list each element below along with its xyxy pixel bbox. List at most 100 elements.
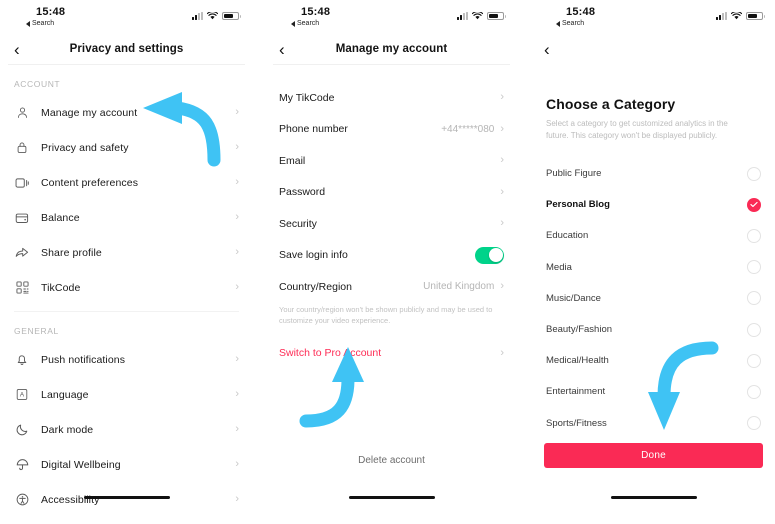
- signal-bars-icon: [716, 12, 727, 20]
- category-option-beauty-fashion[interactable]: Beauty/Fashion: [530, 314, 775, 345]
- bell-icon: [14, 352, 30, 368]
- save-login-info-toggle[interactable]: [475, 246, 504, 264]
- screen-privacy-and-settings: 15:48 Search ‹ Privacy and settings ACCO…: [0, 0, 253, 524]
- sidebar-item-share-profile[interactable]: Share profile ›: [0, 235, 253, 270]
- sidebar-item-dark-mode[interactable]: Dark mode ›: [0, 412, 253, 447]
- moon-icon: [14, 422, 30, 438]
- radio-button[interactable]: [747, 291, 761, 306]
- sidebar-item-label: Push notifications: [41, 353, 126, 366]
- category-label: Entertainment: [546, 386, 606, 398]
- row-value: +44*****080: [441, 123, 495, 135]
- category-option-education[interactable]: Education: [530, 220, 775, 251]
- svg-text:A: A: [20, 392, 25, 399]
- nav-bar: ‹ Manage my account: [265, 34, 518, 64]
- row-label: Password: [279, 186, 326, 199]
- chevron-right-icon: ›: [235, 211, 239, 223]
- sidebar-item-data-saver[interactable]: Data Saver ›: [0, 517, 253, 524]
- radio-button[interactable]: [747, 228, 761, 243]
- radio-button-checked[interactable]: [747, 197, 761, 212]
- sidebar-item-digital-wellbeing[interactable]: Digital Wellbeing ›: [0, 447, 253, 482]
- category-option-music-dance[interactable]: Music/Dance: [530, 283, 775, 314]
- back-button[interactable]: ‹: [544, 39, 550, 59]
- category-option-sports-fitness[interactable]: Sports/Fitness: [530, 408, 775, 439]
- sidebar-item-label: Privacy and safety: [41, 141, 129, 154]
- sidebar-item-manage-my-account[interactable]: Manage my account ›: [0, 95, 253, 130]
- sidebar-item-language[interactable]: A Language ›: [0, 377, 253, 412]
- row-value: United Kingdom: [423, 281, 495, 293]
- status-bar-back-to-search[interactable]: Search: [291, 19, 504, 29]
- back-button[interactable]: ‹: [14, 39, 20, 59]
- status-bar-time: 15:48: [566, 6, 596, 18]
- row-password[interactable]: Password ›: [265, 177, 518, 209]
- signal-bars-icon: [192, 12, 203, 20]
- battery-icon: [487, 12, 506, 20]
- row-my-tikcode[interactable]: My TikCode ›: [265, 82, 518, 114]
- chevron-right-icon: ›: [500, 122, 504, 135]
- status-bar: 15:48 Search: [265, 0, 518, 34]
- radio-button[interactable]: [747, 384, 761, 399]
- status-bar-back-label: Search: [32, 20, 55, 27]
- sidebar-item-label: Language: [41, 388, 89, 401]
- category-option-entertainment[interactable]: Entertainment: [530, 376, 775, 407]
- home-indicator: [348, 495, 435, 499]
- chevron-right-icon: ›: [500, 91, 504, 104]
- radio-button[interactable]: [747, 353, 761, 368]
- home-indicator: [610, 495, 697, 499]
- radio-button[interactable]: [747, 166, 761, 181]
- category-label: Beauty/Fashion: [546, 324, 613, 336]
- category-option-public-figure[interactable]: Public Figure: [530, 158, 775, 189]
- battery-icon: [222, 12, 241, 20]
- sidebar-item-balance[interactable]: Balance ›: [0, 200, 253, 235]
- row-save-login-info[interactable]: Save login info: [265, 240, 518, 272]
- sidebar-item-label: TikCode: [41, 281, 81, 294]
- share-arrow-icon: [14, 245, 30, 261]
- back-button[interactable]: ‹: [279, 39, 285, 59]
- row-label: Save login info: [279, 249, 348, 262]
- wifi-icon: [731, 12, 742, 20]
- category-label: Education: [546, 230, 589, 242]
- category-label: Public Figure: [546, 168, 602, 180]
- nav-divider: [273, 64, 510, 65]
- done-button[interactable]: Done: [544, 442, 763, 468]
- sidebar-item-label: Content preferences: [41, 176, 139, 189]
- radio-button[interactable]: [747, 416, 761, 431]
- sidebar-item-label: Manage my account: [41, 106, 138, 119]
- category-option-medical-health[interactable]: Medical/Health: [530, 345, 775, 376]
- row-country-region[interactable]: Country/Region United Kingdom ›: [265, 271, 518, 303]
- sidebar-item-label: Share profile: [41, 246, 102, 259]
- row-label: My TikCode: [279, 91, 335, 104]
- chevron-right-icon: ›: [500, 185, 504, 198]
- radio-button[interactable]: [747, 322, 761, 337]
- section-label-account: ACCOUNT: [14, 79, 61, 89]
- row-label: Email: [279, 154, 306, 167]
- sidebar-item-content-preferences[interactable]: Content preferences ›: [0, 165, 253, 200]
- back-triangle-icon: [556, 21, 560, 27]
- sidebar-item-push-notifications[interactable]: Push notifications ›: [0, 342, 253, 377]
- delete-account-link[interactable]: Delete account: [358, 455, 425, 466]
- language-icon: A: [14, 387, 30, 403]
- person-icon: [14, 105, 30, 121]
- page-description: Select a category to get customized anal…: [546, 119, 728, 140]
- qr-code-icon: [14, 280, 30, 296]
- category-option-media[interactable]: Media: [530, 252, 775, 283]
- status-bar-back-label: Search: [562, 20, 585, 27]
- row-phone-number[interactable]: Phone number +44*****080 ›: [265, 114, 518, 146]
- status-bar-back-to-search[interactable]: Search: [556, 19, 763, 29]
- status-bar: 15:48 Search: [0, 0, 253, 34]
- sidebar-item-privacy-and-safety[interactable]: Privacy and safety ›: [0, 130, 253, 165]
- status-bar-indicators: [716, 12, 765, 20]
- sidebar-item-accessibility[interactable]: Accessibility ›: [0, 482, 253, 517]
- row-label: Security: [279, 217, 317, 230]
- row-email[interactable]: Email ›: [265, 145, 518, 177]
- row-security[interactable]: Security ›: [265, 208, 518, 240]
- chevron-right-icon: ›: [235, 246, 239, 258]
- sidebar-item-tikcode[interactable]: TikCode ›: [0, 270, 253, 305]
- row-switch-to-pro-account[interactable]: Switch to Pro Account ›: [265, 338, 518, 370]
- status-bar-back-to-search[interactable]: Search: [26, 19, 239, 29]
- nav-divider: [8, 64, 245, 65]
- page-title: Choose a Category: [546, 96, 676, 112]
- category-option-personal-blog[interactable]: Personal Blog: [530, 189, 775, 220]
- section-divider: [14, 311, 239, 312]
- radio-button[interactable]: [747, 260, 761, 275]
- screen-manage-my-account: 15:48 Search ‹ Manage my account My TikC…: [265, 0, 518, 524]
